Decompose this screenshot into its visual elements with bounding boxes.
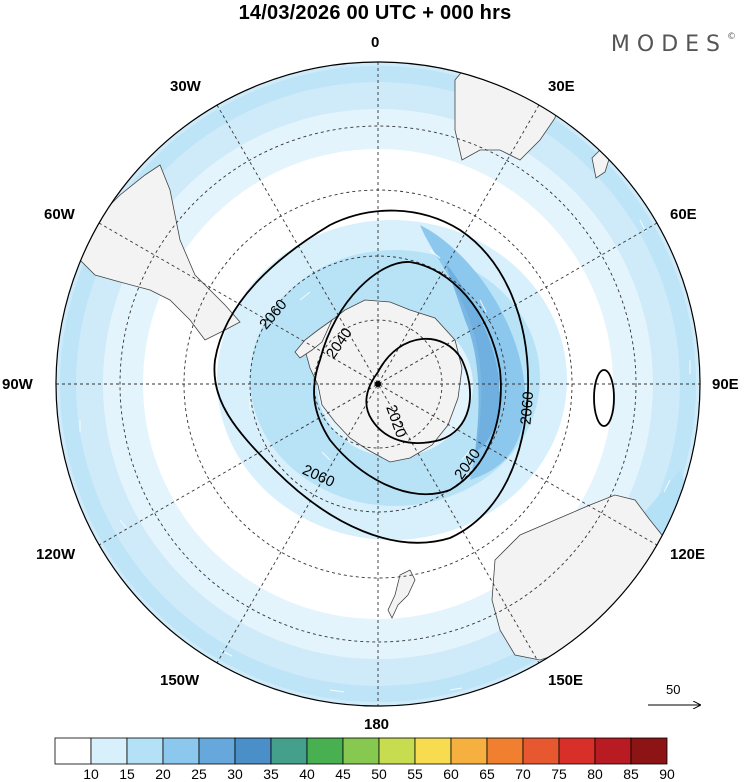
south-america-landmass — [79, 164, 241, 341]
colorbar-cell — [198, 737, 236, 765]
colorbar-label: 65 — [479, 766, 495, 782]
pole-marker — [375, 381, 381, 387]
lon-label-90e: 90E — [712, 376, 739, 393]
colorbar-label: 85 — [623, 766, 639, 782]
colorbar-label: 60 — [443, 766, 459, 782]
colorbar — [54, 737, 668, 765]
brand-text: MODES — [610, 32, 727, 57]
new-zealand-landmass — [387, 569, 416, 619]
antarctic-peninsula — [294, 318, 333, 359]
colorbar-label: 55 — [407, 766, 423, 782]
colorbar-cell — [162, 737, 200, 765]
colorbar-label: 80 — [587, 766, 603, 782]
colorbar-label: 70 — [515, 766, 531, 782]
colorbar-cell — [414, 737, 452, 765]
height-contours — [213, 209, 615, 544]
colorbar-cell — [234, 737, 272, 765]
contour-2020 — [365, 338, 471, 444]
lon-label-60e: 60E — [670, 206, 697, 223]
contour-2060 — [213, 209, 529, 544]
lon-label-150e: 150E — [548, 672, 584, 689]
colorbar-cell — [558, 737, 596, 765]
map-title: 14/03/2026 00 UTC + 000 hrs — [238, 2, 512, 24]
colorbar-label: 90 — [659, 766, 675, 782]
outer-wind-band — [56, 62, 700, 706]
lon-label-30e: 30E — [548, 78, 575, 95]
reference-vector-label: 50 — [666, 682, 681, 697]
colorbar-label: 50 — [371, 766, 387, 782]
colorbar-cell — [270, 737, 308, 765]
lon-label-180: 180 — [364, 716, 390, 733]
modes-logo: MODES© — [611, 32, 736, 57]
lon-label-120e: 120E — [670, 546, 706, 563]
lon-label-150w: 150W — [160, 672, 200, 689]
colorbar-cell — [630, 737, 668, 765]
lon-label-60w: 60W — [44, 206, 75, 223]
colorbar-label: 75 — [551, 766, 567, 782]
lon-label-0: 0 — [371, 34, 380, 51]
colorbar-label: 30 — [227, 766, 243, 782]
contour-small-high — [593, 369, 615, 427]
colorbar-cell — [594, 737, 632, 765]
colorbar-cell — [342, 737, 380, 765]
colorbar-label: 45 — [335, 766, 351, 782]
map-border — [55, 61, 701, 707]
colorbar-cell — [486, 737, 524, 765]
lon-label-120w: 120W — [36, 546, 76, 563]
label-2060-right: 2060 — [517, 391, 537, 426]
colorbar-cell — [450, 737, 488, 765]
colorbar-cell — [126, 737, 164, 765]
lon-label-30w: 30W — [170, 78, 201, 95]
colorbar-cell — [306, 737, 344, 765]
madagascar-landmass — [591, 149, 611, 179]
copyright-mark: © — [727, 32, 736, 42]
colorbar-cell — [522, 737, 560, 765]
colorbar-label: 35 — [263, 766, 279, 782]
lon-label-90w: 90W — [2, 376, 33, 393]
colorbar-label: 10 — [83, 766, 99, 782]
contour-2040 — [313, 261, 502, 495]
colorbar-label: 20 — [155, 766, 171, 782]
colorbar-cell — [90, 737, 128, 765]
colorbar-label: 25 — [191, 766, 207, 782]
colorbar-cell — [378, 737, 416, 765]
colorbar-label: 15 — [119, 766, 135, 782]
antarctica-landmass — [304, 299, 463, 463]
colorbar-cell — [54, 737, 92, 765]
colorbar-label: 40 — [299, 766, 315, 782]
